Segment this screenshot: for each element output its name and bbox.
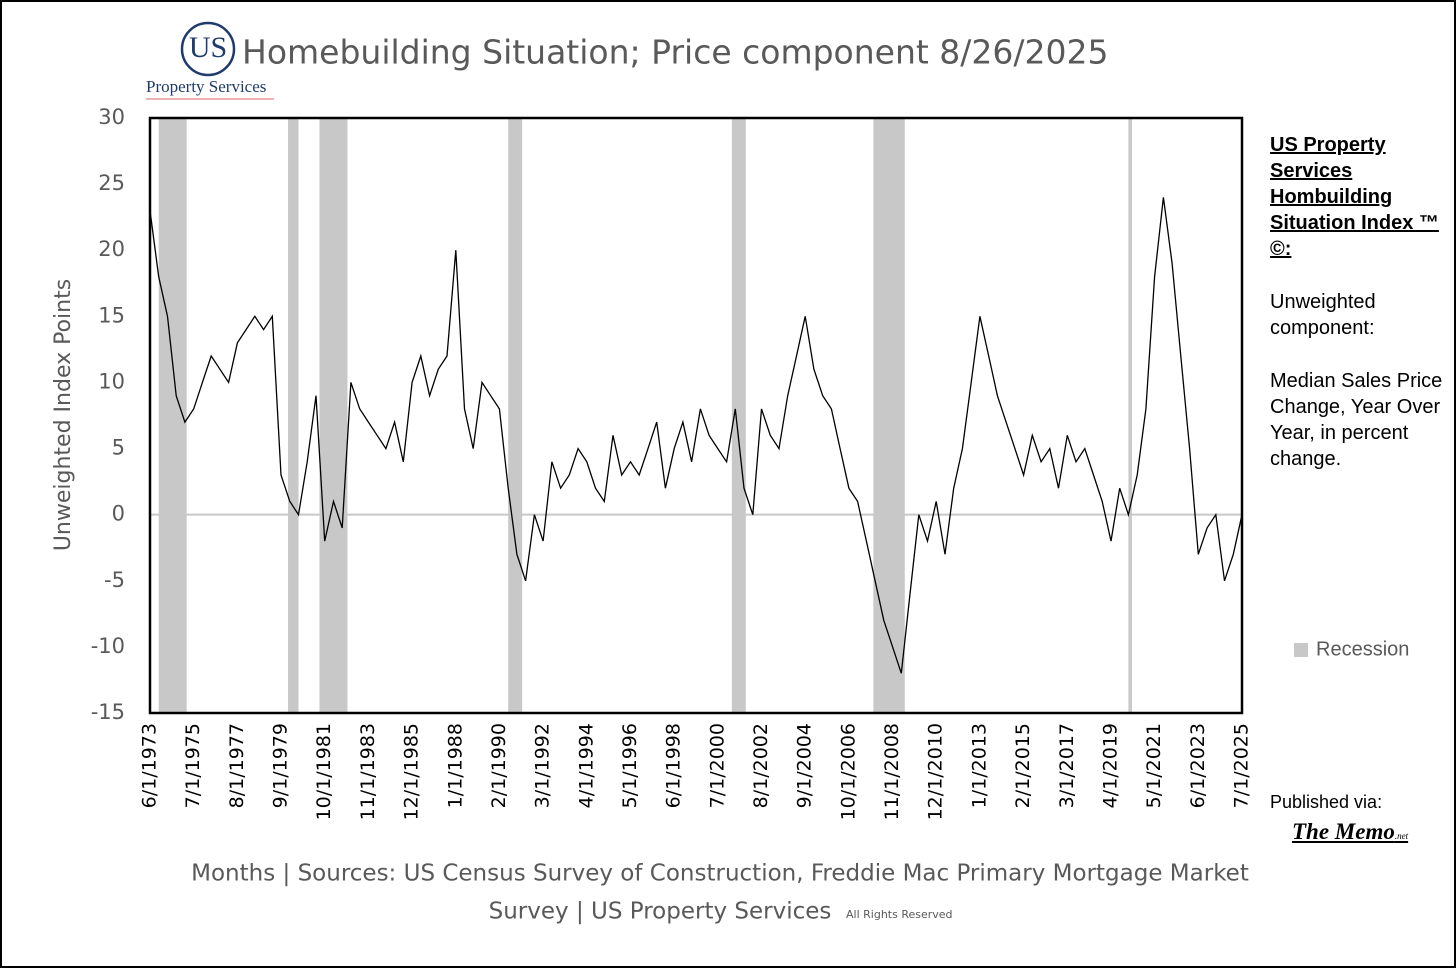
x-tick-label: 9/1/2004 [794,723,816,808]
x-tick-label: 7/1/1975 [182,723,204,808]
y-tick-label: 5 [112,436,125,460]
sidebar-text: Unweighted component: [1270,291,1376,339]
y-tick-label: 25 [98,171,125,195]
x-tick-label: 4/1/1994 [575,723,597,808]
recession-band [319,118,348,713]
x-tick-label: 6/1/1998 [663,723,685,808]
recession-band [1128,118,1132,713]
x-tick-label: 2/1/2015 [1012,723,1034,808]
y-tick-label: 10 [98,369,125,393]
y-tick-label: 15 [98,303,125,327]
logo-name: Property Services [146,77,266,96]
chart-title: Homebuilding Situation; Price component … [242,33,1109,72]
x-tick-label: 12/1/1985 [401,723,423,820]
y-tick-label: 30 [98,105,125,129]
legend-label: Recession [1316,638,1409,660]
published-name-text: The Memo [1292,819,1395,844]
y-tick-label: 20 [98,237,125,261]
x-tick-label: 3/1/2017 [1056,723,1078,808]
x-tick-label: 1/1/2013 [968,723,990,808]
y-tick-label: -10 [91,634,125,658]
x-axis-label: Months | Sources: US Census Survey of Co… [191,861,1249,887]
plot-border [148,116,1244,715]
y-axis-label: Unweighted Index Points [51,279,76,551]
x-tick-label: 4/1/2019 [1099,723,1121,808]
x-tick-label: 6/1/2023 [1187,723,1209,808]
published-suffix: .net [1394,831,1409,841]
x-tick-label: 10/1/2006 [837,723,859,820]
y-tick-label: -5 [104,568,125,592]
published-label: Published via: [1270,792,1383,812]
recession-band [158,118,187,713]
x-tick-label: 7/1/2025 [1231,723,1253,808]
y-tick-label: 0 [112,502,125,526]
x-tick-label: 3/1/1992 [532,723,554,808]
recession-band [508,118,523,713]
x-tick-label: 12/1/2010 [925,723,947,820]
y-tick-label: -15 [91,700,125,724]
recession-band [288,118,299,713]
x-tick-label: 7/1/2000 [706,723,728,808]
x-tick-label: 11/1/1983 [357,723,379,820]
legend-swatch [1294,643,1308,657]
rights: All Rights Reserved [846,908,953,921]
recession-band [731,118,746,713]
x-tick-label: 9/1/1979 [270,723,292,808]
x-tick-label: 8/1/1977 [226,723,248,808]
recession-band [873,118,905,713]
x-axis-label: Survey | US Property Services [489,899,832,925]
published-name: The Memo.net [1292,819,1408,849]
x-tick-label: 6/1/1973 [139,723,161,808]
x-tick-label: 5/1/1996 [619,723,641,808]
x-tick-label: 11/1/2008 [881,723,903,820]
sidebar-text: Median Sales Price Change, Year Over Yea… [1270,370,1443,470]
x-tick-label: 8/1/2002 [750,723,772,808]
x-tick-label: 5/1/2021 [1143,723,1165,808]
x-tick-label: 1/1/1988 [444,723,466,808]
logo-circle [180,21,236,77]
x-tick-label: 2/1/1990 [488,723,510,808]
logo-mark: US [189,31,227,64]
x-tick-label: 10/1/1981 [313,723,335,820]
line [149,197,1243,674]
sidebar-heading: US Property Services Hombuilding Situati… [1270,134,1439,260]
